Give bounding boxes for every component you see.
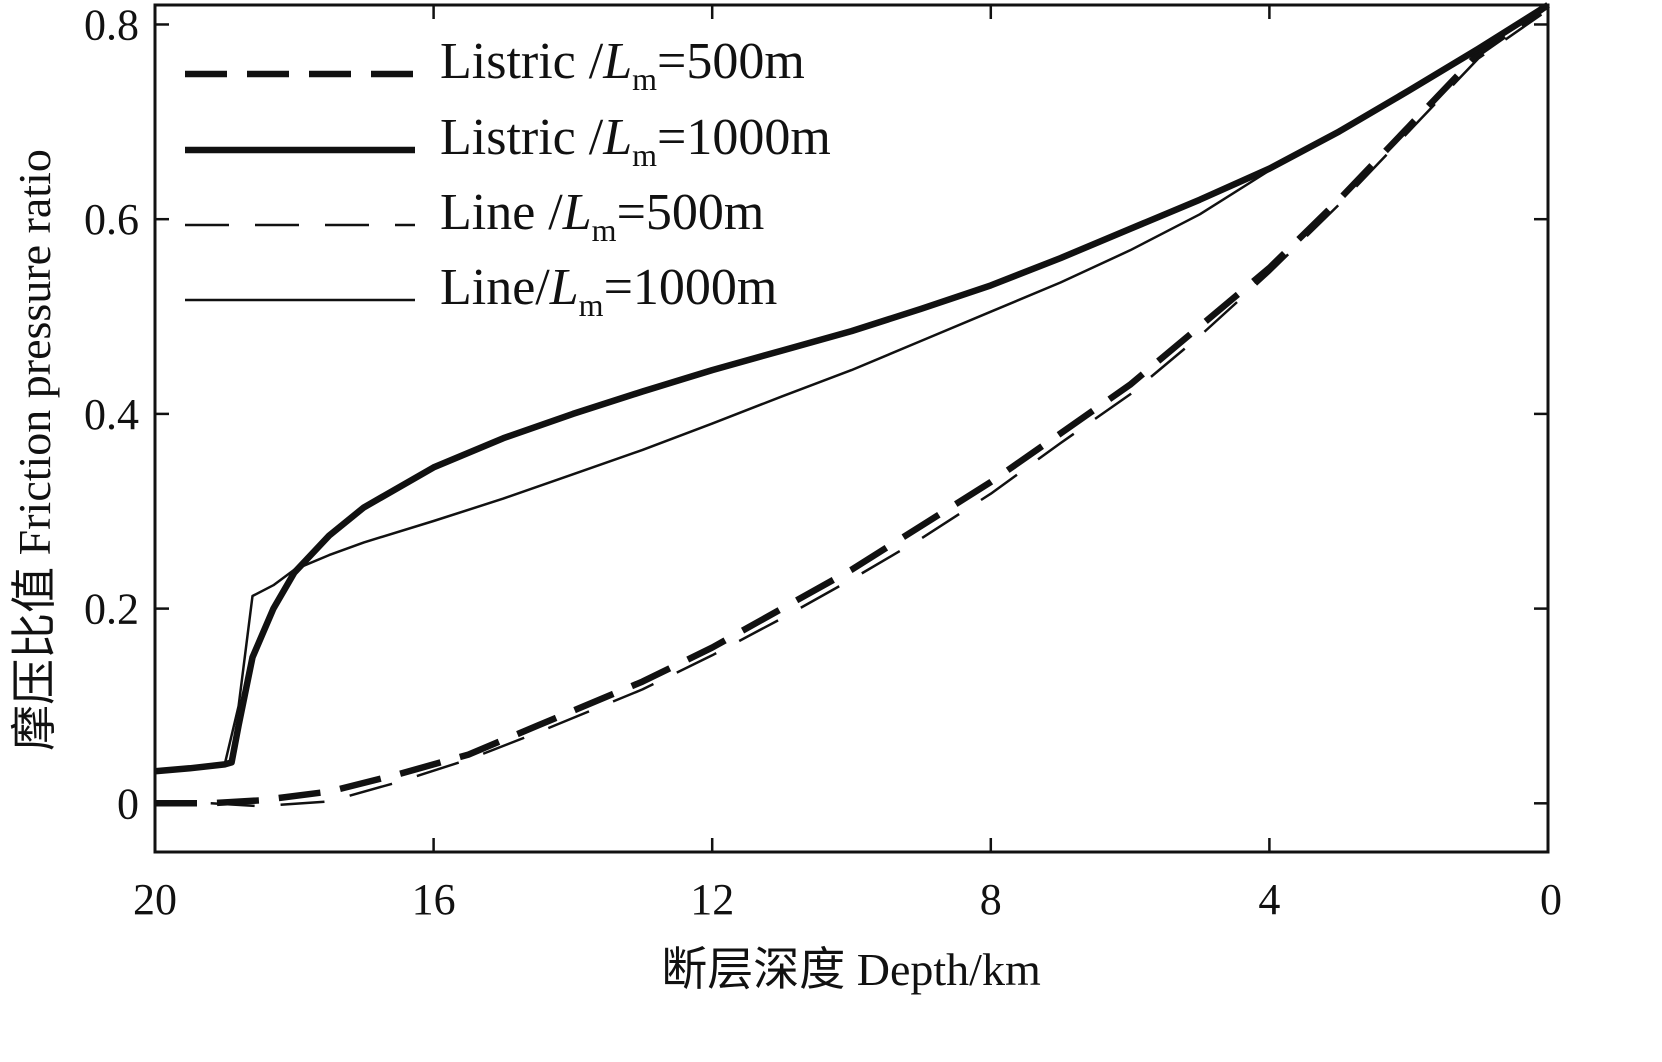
x-tick-label: 4 bbox=[1258, 875, 1280, 924]
x-axis-title: 断层深度 Depth/km bbox=[661, 944, 1041, 995]
tick-labels: 20 16 12 8 4 0 0 0.2 0.4 0.6 0.8 bbox=[84, 0, 1562, 924]
legend-label-2: Listric /Lm=1000m bbox=[440, 109, 831, 173]
y-tick-label: 0.4 bbox=[84, 390, 139, 439]
y-axis-title: 摩压比值 Friction pressure ratio bbox=[9, 149, 60, 751]
legend-label-1: Listric /Lm=500m bbox=[440, 33, 805, 97]
legend: Listric /Lm=500m Listric /Lm=1000m Line /L… bbox=[185, 33, 831, 323]
x-tick-label: 16 bbox=[412, 875, 456, 924]
y-tick-label: 0.8 bbox=[84, 0, 139, 49]
series-line-3 bbox=[210, 8, 1549, 808]
plot-lines bbox=[154, 2, 1550, 808]
series-line-1 bbox=[155, 2, 1550, 807]
y-tick-label: 0 bbox=[117, 779, 139, 828]
series-line-2 bbox=[154, 2, 1550, 775]
series-line-4 bbox=[154, 3, 1549, 773]
x-tick-label: 12 bbox=[690, 875, 734, 924]
x-tick-label: 8 bbox=[980, 875, 1002, 924]
plot-frame bbox=[153, 3, 1550, 854]
x-tick-label: 0 bbox=[1540, 875, 1562, 924]
x-tick-label: 20 bbox=[133, 875, 177, 924]
legend-label-3: Line /Lm=500m bbox=[440, 184, 764, 248]
legend-label-4: Line/Lm=1000m bbox=[440, 259, 777, 323]
y-tick-label: 0.2 bbox=[84, 585, 139, 634]
y-tick-label: 0.6 bbox=[84, 195, 139, 244]
